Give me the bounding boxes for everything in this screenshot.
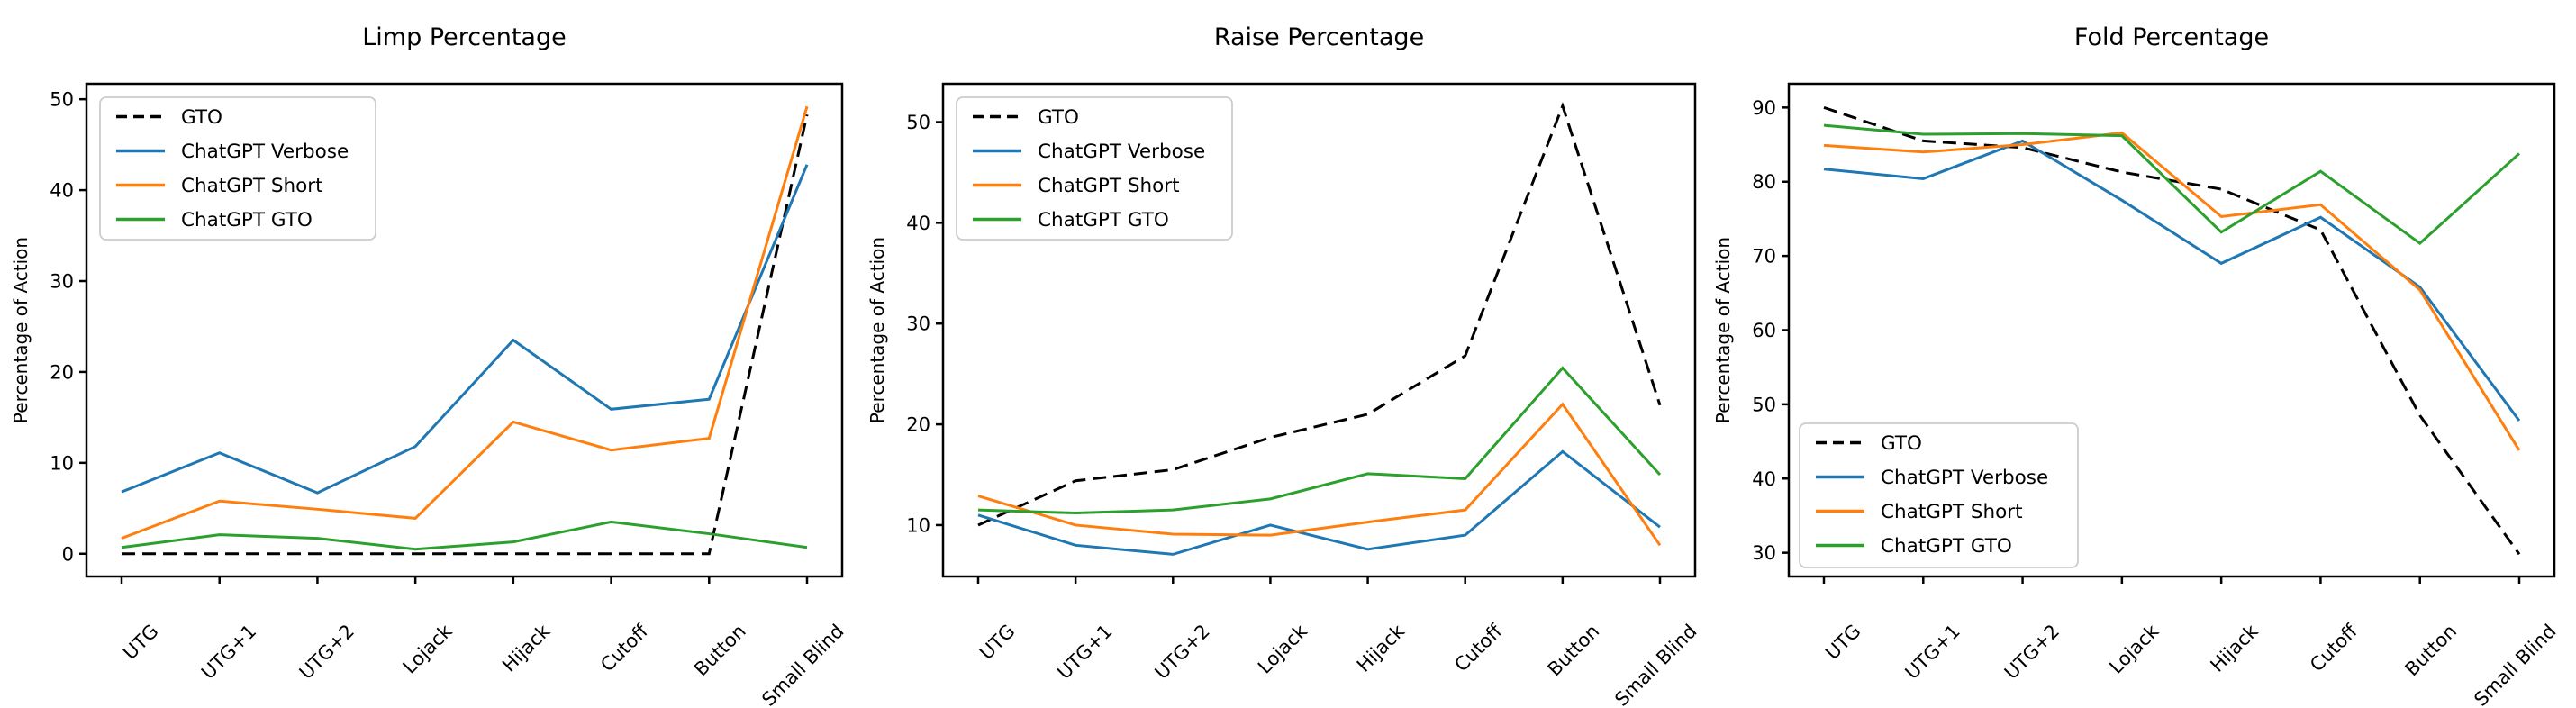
- y-axis-label: Percentage of Action: [1712, 237, 1734, 423]
- series-line-chatgpt-gto: [121, 520, 808, 551]
- legend-label-chatgpt-short: ChatGPT Short: [1881, 501, 2023, 523]
- y-tick-label: 0: [62, 543, 74, 565]
- y-tick-label: 50: [906, 112, 930, 133]
- y-tick-label: 10: [50, 452, 74, 474]
- x-tick-label-utg-2: UTG+2: [1151, 621, 1214, 684]
- legend-label-chatgpt-verbose: ChatGPT Verbose: [1881, 467, 2048, 489]
- x-tick-label-lojack: Lojack: [1254, 620, 1312, 678]
- y-tick-label: 20: [906, 414, 930, 436]
- legend-label-chatgpt-verbose: ChatGPT Verbose: [181, 141, 349, 163]
- chart-limp-percentage: Limp Percentage Percentage of Action 0 10 20…: [10, 23, 848, 708]
- series-line-chatgpt-short: [977, 402, 1662, 547]
- x-tick-label-utg: UTG: [1821, 621, 1864, 664]
- x-tick-label-button: Button: [1544, 621, 1604, 681]
- series-line-gto: [122, 113, 809, 556]
- legend-label-chatgpt-short: ChatGPT Short: [181, 175, 323, 197]
- y-tick-label: 10: [906, 514, 930, 536]
- series-line-chatgpt-verbose: [977, 449, 1661, 556]
- y-tick-label: 70: [1752, 246, 1776, 268]
- legend-box: [1799, 422, 2079, 568]
- x-tick-label-hijack: Hijack: [1353, 620, 1410, 676]
- series-line-chatgpt-short: [1823, 131, 2521, 451]
- y-tick-label: 90: [1752, 97, 1776, 119]
- y-tick-label: 40: [50, 180, 74, 202]
- y-tick-label: 80: [1752, 171, 1776, 193]
- legend-label-chatgpt-gto: ChatGPT GTO: [1881, 535, 2012, 558]
- chart-fold-percentage: Fold Percentage Percentage of Action 30 40 5…: [1712, 23, 2561, 708]
- legend-label-gto: GTO: [1881, 432, 1922, 455]
- legend-box: [956, 96, 1233, 241]
- legend-label-chatgpt-short: ChatGPT Short: [1038, 175, 1180, 197]
- series-line-chatgpt-short: [121, 105, 809, 540]
- y-tick-label: 50: [50, 89, 74, 111]
- y-tick-label: 30: [906, 313, 930, 335]
- plot-border: [941, 82, 1697, 578]
- legend-label-gto: GTO: [1038, 106, 1079, 129]
- x-tick-label-utg: UTG: [119, 621, 162, 664]
- y-axis-label: Percentage of Action: [866, 237, 888, 423]
- x-tick-label-lojack: Lojack: [2105, 620, 2163, 678]
- legend-label-chatgpt-gto: ChatGPT GTO: [1038, 209, 1169, 231]
- x-tick-label-button: Button: [690, 621, 750, 681]
- x-tick-label-small-blind: Small Blind: [2470, 621, 2560, 708]
- legend-label-chatgpt-verbose: ChatGPT Verbose: [1038, 141, 1205, 163]
- y-tick-label: 40: [1752, 468, 1776, 490]
- chart-title: Raise Percentage: [1214, 23, 1424, 51]
- x-tick-label-small-blind: Small Blind: [1610, 621, 1701, 708]
- y-tick-label: 20: [50, 361, 74, 383]
- x-tick-label-utg-1: UTG+1: [1901, 621, 1964, 684]
- chart-raise-percentage: Raise Percentage Percentage of Action 10 20…: [866, 23, 1701, 708]
- x-tick-label-cutoff: Cutoff: [1450, 620, 1506, 676]
- series-line-gto: [1823, 105, 2521, 556]
- legend: GTO ChatGPT Verbose ChatGPT Short ChatGPT G…: [956, 96, 1233, 241]
- legend-label-gto: GTO: [181, 106, 222, 129]
- x-tick-label-cutoff: Cutoff: [596, 620, 652, 676]
- x-tick-label-hijack: Hijack: [2206, 620, 2263, 676]
- series-line-chatgpt-gto: [1823, 123, 2521, 246]
- chart-title: Limp Percentage: [362, 23, 566, 51]
- legend: GTO ChatGPT Verbose ChatGPT Short ChatGPT G…: [99, 96, 376, 241]
- y-axis-label: Percentage of Action: [10, 237, 32, 423]
- y-tick-label: 60: [1752, 320, 1776, 341]
- x-tick-label-utg-2: UTG+2: [295, 621, 358, 684]
- y-tick-label: 40: [906, 213, 930, 234]
- chart-title: Fold Percentage: [2074, 23, 2269, 51]
- x-tick-label-small-blind: Small Blind: [757, 621, 848, 708]
- plot-border: [1787, 82, 2556, 578]
- x-tick-label-button: Button: [2401, 621, 2462, 681]
- x-tick-label-utg-1: UTG+1: [197, 621, 260, 684]
- plot-border: [85, 82, 844, 578]
- x-tick-label-utg-2: UTG+2: [2000, 621, 2064, 684]
- y-tick-label: 30: [1752, 542, 1776, 564]
- series-line-chatgpt-verbose: [121, 164, 809, 495]
- y-tick-label: 30: [50, 271, 74, 293]
- legend-box: [99, 96, 376, 241]
- legend: GTO ChatGPT Verbose ChatGPT Short ChatGPT G…: [1799, 422, 2079, 568]
- x-tick-label-hijack: Hijack: [498, 620, 555, 676]
- x-tick-label-lojack: Lojack: [399, 620, 458, 678]
- y-tick-label: 50: [1752, 394, 1776, 415]
- x-tick-label-utg-1: UTG+1: [1053, 621, 1116, 684]
- series-line-gto: [977, 102, 1662, 527]
- legend-label-chatgpt-gto: ChatGPT GTO: [181, 209, 313, 231]
- series-line-chatgpt-gto: [977, 366, 1662, 515]
- x-tick-label-cutoff: Cutoff: [2306, 620, 2362, 676]
- x-tick-label-utg: UTG: [975, 621, 1019, 664]
